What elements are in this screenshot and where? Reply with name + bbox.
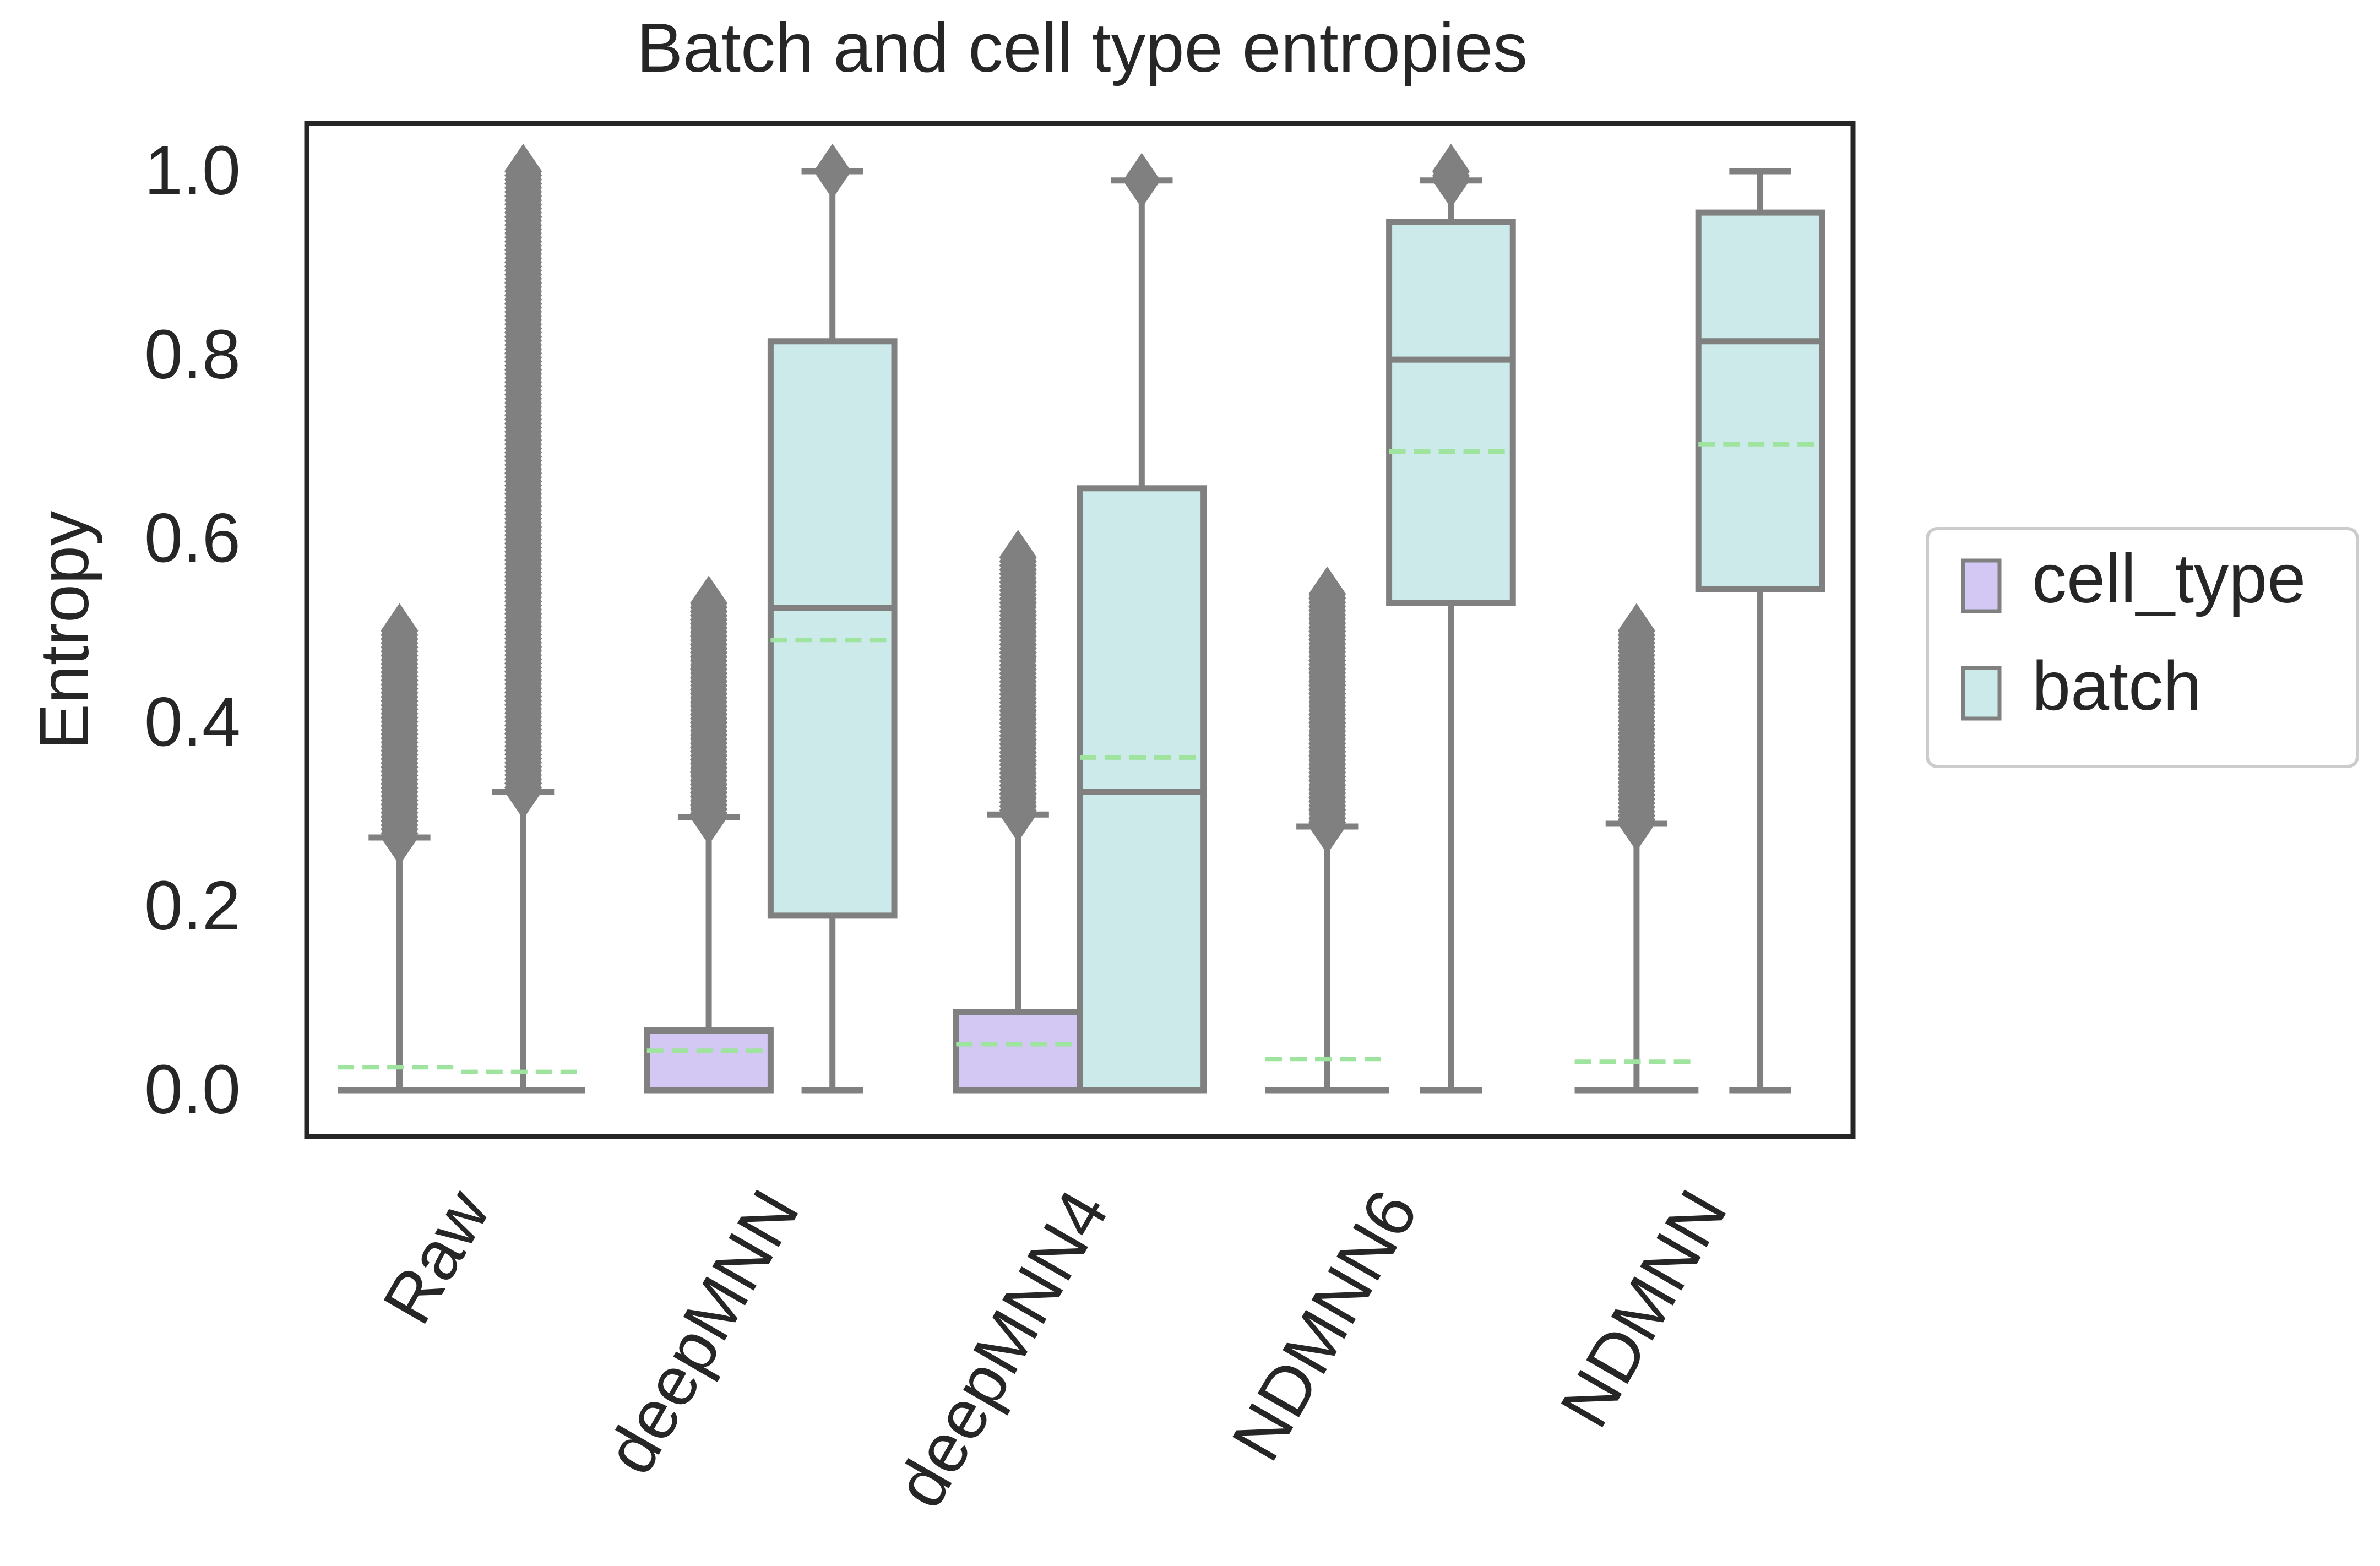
outliers (999, 529, 1037, 842)
outlier-point (504, 144, 542, 199)
batch-box-Raw (461, 144, 585, 1094)
plot-frame (304, 121, 1856, 1139)
legend-swatch-cell_type (1961, 558, 2002, 613)
iqr-box (1695, 209, 1825, 592)
x-tick-label: deepMNN4 (881, 1177, 1123, 1520)
outlier-point (1617, 603, 1655, 659)
y-tick-label: 0.8 (144, 316, 241, 393)
outliers (504, 144, 542, 819)
batch-box-NDMNN (1695, 168, 1825, 1094)
outliers (1123, 153, 1161, 208)
outliers (1308, 566, 1346, 854)
iqr-box (767, 338, 898, 919)
y-tick-label: 1.0 (144, 132, 241, 209)
outliers (1617, 603, 1655, 851)
legend-frame (1926, 527, 2359, 768)
x-tick-label: deepMNN (590, 1177, 814, 1487)
chart-title: Batch and cell type entropies (637, 9, 1528, 86)
cell_type-box-NDMNN6 (1265, 566, 1389, 1094)
plot-marks (338, 144, 1825, 1094)
cell_type-box-deepMNN4 (953, 529, 1083, 1094)
y-axis-label: Entropy (25, 511, 103, 750)
outliers (381, 603, 419, 866)
y-tick-label: 0.4 (144, 683, 241, 760)
x-tick-labels: Raw deepMNN deepMNN4 NDMNN6 NDMNN (368, 1177, 1742, 1520)
cell_type-box-Raw (338, 603, 461, 1094)
y-tick-labels: 0.0 0.2 0.4 0.6 0.8 1.0 (144, 132, 241, 1128)
cell_type-box-deepMNN (644, 575, 774, 1094)
y-tick-label: 0.0 (144, 1051, 241, 1128)
y-tick-label: 0.2 (144, 867, 241, 944)
outlier-point (999, 529, 1037, 585)
outlier-point (1123, 153, 1161, 208)
batch-box-deepMNN (767, 144, 898, 1094)
legend-swatch-batch (1961, 666, 2002, 721)
x-tick-label: Raw (368, 1177, 505, 1336)
outliers (813, 144, 851, 199)
y-tick-label: 0.6 (144, 499, 241, 577)
x-tick-label: NDMNN6 (1216, 1177, 1432, 1473)
outlier-point (1432, 144, 1470, 199)
outlier-point (381, 603, 419, 659)
legend-label-batch: batch (2032, 647, 2202, 725)
batch-box-NDMNN6 (1386, 144, 1516, 1094)
iqr-box (644, 1027, 774, 1094)
outlier-point (813, 144, 851, 199)
x-tick-label: NDMNN (1545, 1177, 1742, 1440)
cell_type-box-NDMNN (1574, 603, 1699, 1094)
outliers (1432, 144, 1470, 208)
iqr-box (1386, 219, 1516, 606)
outlier-point (1308, 566, 1346, 622)
outliers (690, 575, 728, 845)
batch-box-deepMNN4 (1077, 153, 1207, 1094)
iqr-box (953, 1009, 1083, 1094)
outlier-point (690, 575, 728, 631)
legend-label-cell_type: cell_type (2032, 540, 2306, 617)
